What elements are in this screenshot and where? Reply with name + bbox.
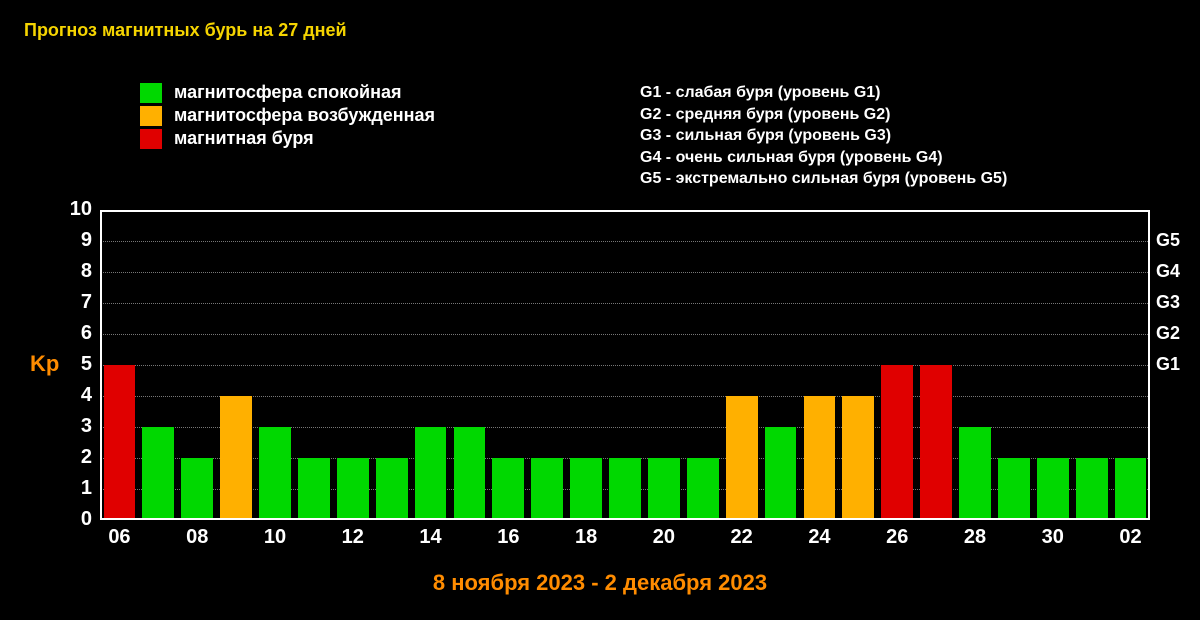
y-tick-label: 7	[52, 291, 92, 314]
x-tick-label: 18	[575, 526, 597, 549]
legend-item: магнитосфера спокойная	[140, 82, 435, 103]
y-tick-label: 3	[52, 415, 92, 438]
x-tick-label: 26	[886, 526, 908, 549]
g-scale-description: G3 - сильная буря (уровень G3)	[640, 125, 1007, 147]
y-tick-label: 2	[52, 446, 92, 469]
y-tick-label: 1	[52, 477, 92, 500]
chart-subtitle: 8 ноября 2023 - 2 декабря 2023	[0, 570, 1200, 596]
legend-left: магнитосфера спокойнаямагнитосфера возбу…	[140, 82, 435, 151]
legend-label: магнитная буря	[174, 128, 314, 149]
legend-item: магнитосфера возбужденная	[140, 105, 435, 126]
x-tick-label: 22	[731, 526, 753, 549]
g-scale-description: G2 - средняя буря (уровень G2)	[640, 104, 1007, 126]
y-tick-label: 9	[52, 229, 92, 252]
g-level-tick: G4	[1156, 261, 1180, 282]
legend-swatch	[140, 106, 162, 126]
legend-item: магнитная буря	[140, 128, 435, 149]
x-tick-label: 28	[964, 526, 986, 549]
y-tick-label: 4	[52, 384, 92, 407]
g-scale-description: G4 - очень сильная буря (уровень G4)	[640, 147, 1007, 169]
g-level-tick: G2	[1156, 323, 1180, 344]
x-tick-label: 14	[419, 526, 441, 549]
page-title: Прогноз магнитных бурь на 27 дней	[24, 20, 347, 41]
x-tick-label: 20	[653, 526, 675, 549]
x-tick-label: 06	[108, 526, 130, 549]
x-tick-label: 08	[186, 526, 208, 549]
x-tick-label: 02	[1119, 526, 1141, 549]
y-axis-label: Kp	[30, 351, 59, 377]
x-tick-label: 30	[1042, 526, 1064, 549]
legend-swatch	[140, 129, 162, 149]
y-tick-label: 8	[52, 260, 92, 283]
legend-swatch	[140, 83, 162, 103]
plot-border	[100, 210, 1150, 520]
kp-chart: 012345678910KpG1G2G3G4G50608101214161820…	[100, 210, 1150, 520]
g-scale-description: G5 - экстремально сильная буря (уровень …	[640, 168, 1007, 190]
legend-label: магнитосфера спокойная	[174, 82, 402, 103]
g-level-tick: G5	[1156, 230, 1180, 251]
legend-right: G1 - слабая буря (уровень G1)G2 - средня…	[640, 82, 1007, 190]
g-scale-description: G1 - слабая буря (уровень G1)	[640, 82, 1007, 104]
x-tick-label: 16	[497, 526, 519, 549]
y-tick-label: 6	[52, 322, 92, 345]
g-level-tick: G3	[1156, 292, 1180, 313]
x-tick-label: 10	[264, 526, 286, 549]
y-tick-label: 10	[52, 198, 92, 221]
y-tick-label: 0	[52, 508, 92, 531]
x-tick-label: 12	[342, 526, 364, 549]
legend-label: магнитосфера возбужденная	[174, 105, 435, 126]
x-tick-label: 24	[808, 526, 830, 549]
g-level-tick: G1	[1156, 354, 1180, 375]
